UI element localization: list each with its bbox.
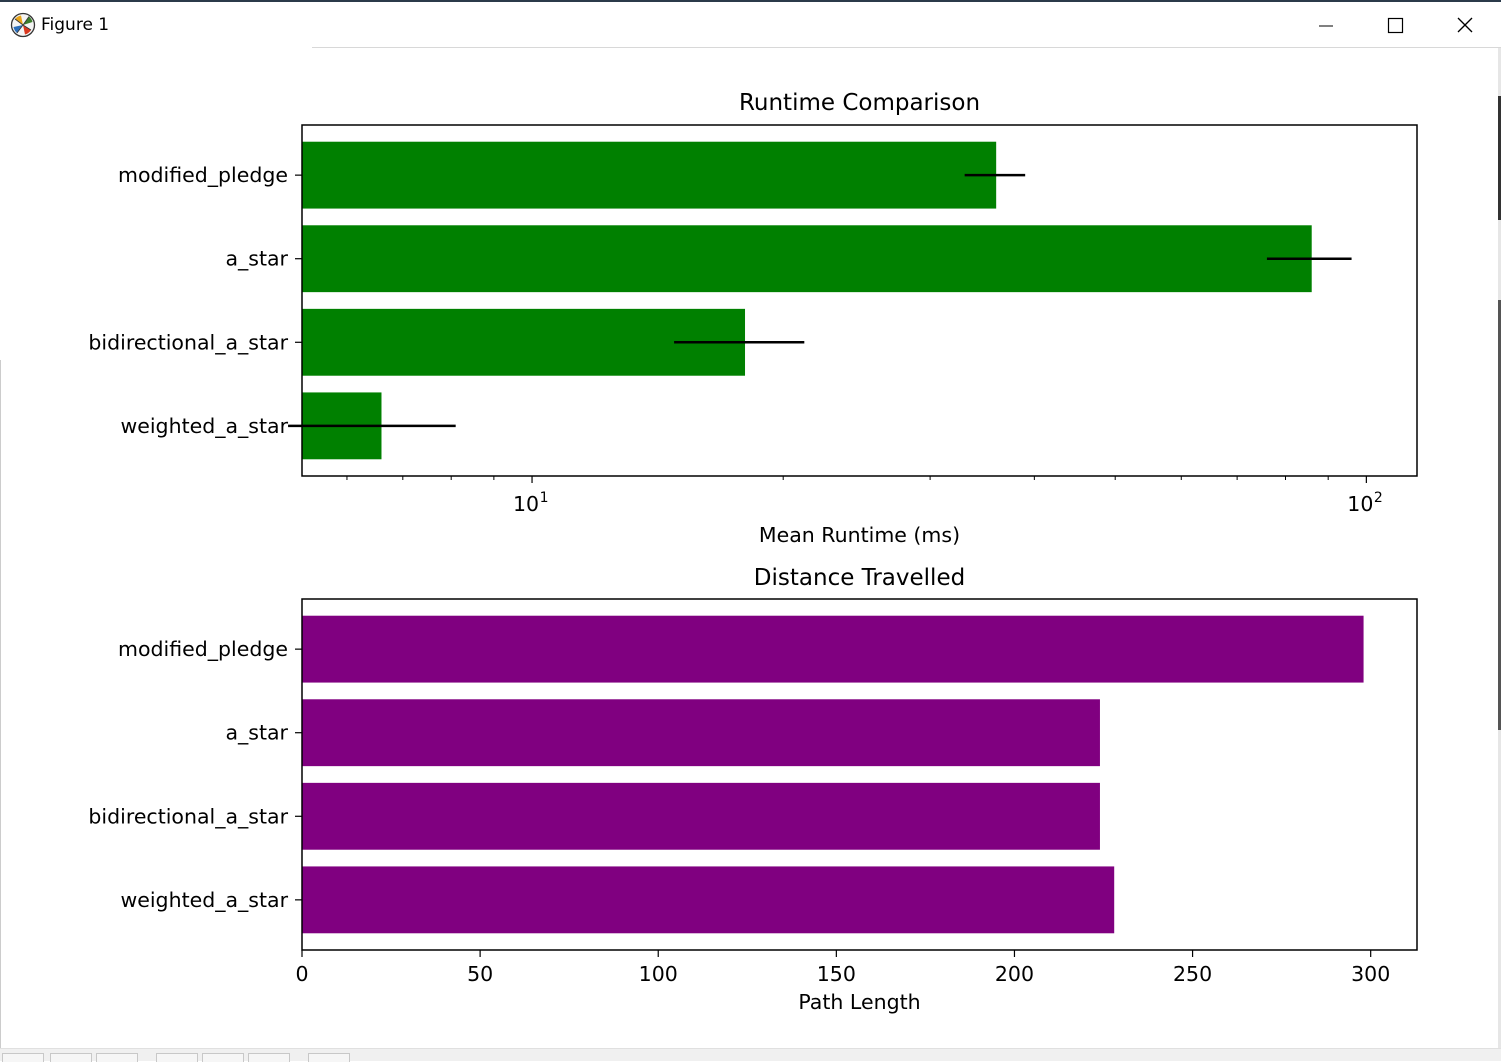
chart-title: Distance Travelled (754, 565, 965, 591)
y-tick-label: a_star (225, 247, 288, 272)
x-axis-label: Path Length (798, 990, 920, 1014)
x-tick-label: 200 (995, 962, 1034, 986)
x-tick-exponent: 1 (540, 490, 549, 506)
bar-a_star (302, 225, 1312, 293)
figure-canvas[interactable]: Runtime Comparisonmodified_pledgea_starb… (0, 48, 1498, 1048)
title-bar-divider (312, 47, 1501, 48)
bar-modified_pledge (302, 615, 1364, 683)
x-tick-exponent: 2 (1374, 490, 1383, 506)
home-button[interactable] (2, 1053, 44, 1062)
close-icon (1457, 17, 1473, 33)
bar-bidirectional_a_star (302, 782, 1100, 850)
x-tick-label: 300 (1351, 962, 1390, 986)
close-button[interactable] (1442, 6, 1488, 44)
background-window-edge (1498, 96, 1501, 220)
axes-frame (301, 124, 1418, 477)
minimize-button[interactable] (1303, 6, 1349, 44)
maximize-button[interactable] (1372, 6, 1418, 44)
runtime-comparison-chart: Runtime Comparison modified_pledge a_starb… (88, 90, 1418, 547)
y-tick-label: weighted_a_star (120, 888, 288, 913)
title-bar[interactable]: Figure 1 (0, 2, 1501, 48)
chart-title: Runtime Comparison (739, 90, 980, 116)
bar-a_star (302, 699, 1100, 767)
x-tick-label: 150 (817, 962, 856, 986)
bar-bidirectional_a_star (302, 308, 746, 376)
x-tick-label: 250 (1173, 962, 1212, 986)
pan-button[interactable] (156, 1053, 198, 1062)
bar-weighted_a_star (302, 866, 1115, 934)
matplotlib-logo-icon (10, 12, 36, 38)
y-tick-label: a_star (225, 721, 288, 746)
bar-modified_pledge (302, 141, 997, 209)
y-tick-label: modified_pledge (118, 637, 288, 662)
y-tick-label: weighted_a_star (120, 414, 288, 439)
x-tick-label: 10 (513, 492, 539, 516)
x-tick-label: 0 (295, 962, 308, 986)
x-tick-label: 100 (639, 962, 678, 986)
navigation-toolbar (0, 1048, 1501, 1062)
x-axis-label: Mean Runtime (ms) (759, 523, 960, 547)
y-tick-label: bidirectional_a_star (88, 330, 288, 355)
window-left-edge (0, 360, 1, 1060)
distance-travelled-chart: Distance Travelled modified_pledge a_starb… (88, 565, 1418, 1014)
y-tick-label: bidirectional_a_star (88, 804, 288, 829)
configure-subplots-button[interactable] (248, 1053, 290, 1062)
maximize-icon (1387, 17, 1404, 34)
y-tick-label: modified_pledge (118, 163, 288, 188)
axes-frame (301, 598, 1418, 951)
zoom-button[interactable] (202, 1053, 244, 1062)
save-button[interactable] (308, 1053, 350, 1062)
x-tick-label: 50 (467, 962, 493, 986)
forward-button[interactable] (96, 1053, 138, 1062)
background-window-edge (1498, 300, 1501, 730)
window-top-strip (0, 0, 1501, 2)
window-title: Figure 1 (41, 15, 110, 35)
x-tick-label: 10 (1347, 492, 1373, 516)
back-button[interactable] (50, 1053, 92, 1062)
